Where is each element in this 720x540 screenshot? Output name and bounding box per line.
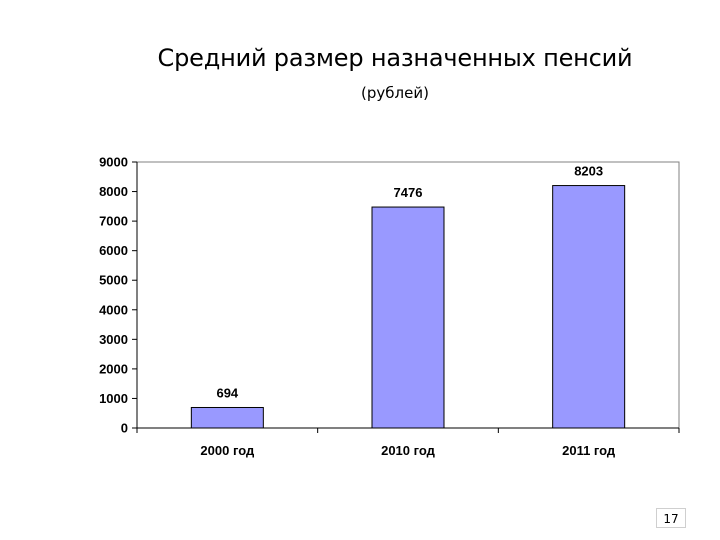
y-tick-label: 2000	[99, 361, 128, 376]
y-tick-label: 8000	[99, 184, 128, 199]
y-tick-label: 5000	[99, 273, 128, 288]
y-tick-label: 4000	[99, 302, 128, 317]
bar	[190, 406, 264, 429]
x-tick-label: 2010 год	[381, 443, 436, 458]
slide-subtitle: (рублей)	[361, 84, 429, 102]
bar	[371, 206, 445, 429]
data-label: 7476	[394, 185, 423, 200]
page-number: 17	[656, 508, 686, 528]
y-tick-label: 9000	[99, 155, 128, 170]
y-tick-label: 6000	[99, 243, 128, 258]
x-tick-label: 2000 год	[200, 443, 255, 458]
y-tick-label: 0	[121, 421, 128, 436]
data-label: 8203	[574, 164, 603, 179]
slide-title: Средний размер назначенных пенсий	[157, 44, 633, 72]
y-tick-label: 7000	[99, 214, 128, 229]
bar	[552, 185, 626, 429]
data-label: 694	[216, 385, 238, 400]
y-tick-label: 3000	[99, 332, 128, 347]
x-tick-label: 2011 год	[562, 443, 616, 458]
y-tick-label: 1000	[99, 391, 128, 406]
